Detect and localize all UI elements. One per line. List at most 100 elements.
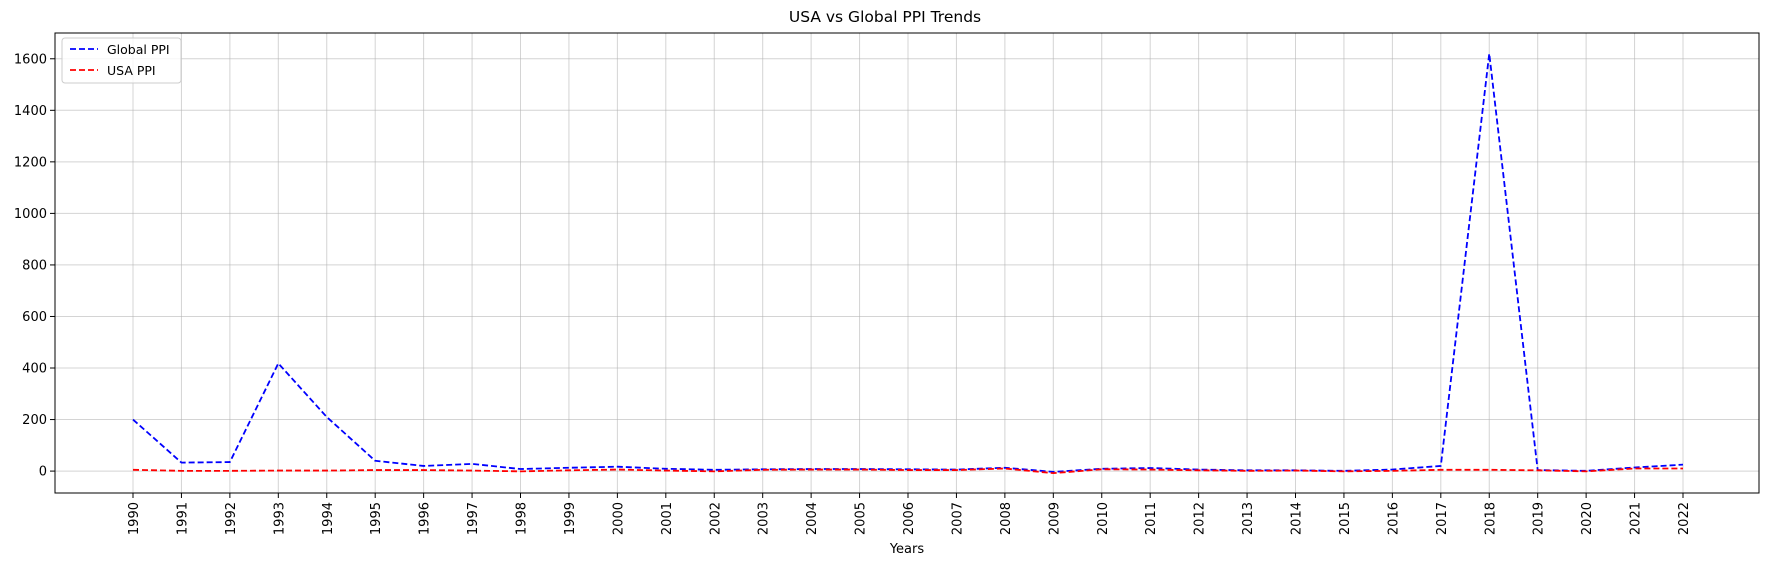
x-tick-label: 1999 [563, 502, 578, 535]
x-tick-label: 1992 [224, 502, 239, 535]
data-point-usa-ppi [326, 470, 328, 472]
y-tick-label: 200 [22, 413, 47, 428]
data-point-usa-ppi [762, 469, 764, 471]
data-point-usa-ppi [374, 469, 376, 471]
x-tick-label: 2010 [1096, 502, 1111, 535]
data-point-usa-ppi [1004, 468, 1006, 470]
x-tick-label: 1998 [515, 502, 530, 535]
x-tick-label: 1997 [466, 502, 481, 535]
y-tick-label: 400 [22, 362, 47, 377]
data-point-global-ppi [326, 416, 328, 418]
data-point-usa-ppi [423, 469, 425, 471]
data-point-usa-ppi [520, 470, 522, 472]
x-tick-label: 2020 [1580, 502, 1595, 535]
data-point-usa-ppi [907, 469, 909, 471]
x-axis-title: Years [889, 542, 925, 557]
x-tick-label: 2018 [1483, 502, 1498, 535]
data-point-global-ppi [471, 463, 473, 465]
data-point-global-ppi [374, 460, 376, 462]
data-point-usa-ppi [229, 470, 231, 472]
x-tick-label: 2019 [1532, 502, 1547, 535]
x-tick-label: 2016 [1386, 502, 1401, 535]
data-point-usa-ppi [132, 469, 134, 471]
data-point-global-ppi [180, 462, 182, 464]
x-tick-label: 2000 [611, 502, 626, 535]
y-tick-label: 0 [39, 465, 47, 480]
x-tick-label: 2004 [805, 502, 820, 535]
x-tick-label: 2002 [708, 502, 723, 535]
y-tick-label: 600 [22, 310, 47, 325]
chart-title: USA vs Global PPI Trends [789, 8, 981, 26]
x-tick-label: 1990 [127, 502, 142, 535]
data-point-usa-ppi [471, 470, 473, 472]
data-point-usa-ppi [955, 469, 957, 471]
data-point-usa-ppi [616, 469, 618, 471]
data-point-usa-ppi [859, 469, 861, 471]
x-tick-label: 2007 [950, 502, 965, 535]
data-point-usa-ppi [1440, 469, 1442, 471]
data-point-global-ppi [520, 468, 522, 470]
data-point-usa-ppi [1391, 470, 1393, 472]
data-point-usa-ppi [277, 470, 279, 472]
plot-area-frame [54, 32, 1760, 494]
data-point-usa-ppi [1585, 470, 1587, 472]
x-tick-label: 2013 [1241, 502, 1256, 535]
legend-label-global-ppi: Global PPI [107, 42, 170, 57]
series-line-usa-ppi [132, 467, 1683, 475]
x-tick-label: 2005 [854, 502, 869, 535]
data-point-global-ppi [616, 466, 618, 468]
x-tick-label: 2001 [660, 502, 675, 535]
x-tick-label: 1996 [418, 502, 433, 535]
data-point-usa-ppi [713, 470, 715, 472]
data-point-usa-ppi [1537, 469, 1539, 471]
data-point-usa-ppi [1052, 472, 1054, 474]
x-tick-label: 1995 [369, 502, 384, 535]
data-point-usa-ppi [810, 469, 812, 471]
x-tick-label: 2009 [1047, 502, 1062, 535]
data-point-global-ppi [277, 362, 279, 364]
y-ticks: 0 200 400 600 800 1000 1200 1400 1600 [14, 52, 55, 480]
x-tick-label: 2011 [1144, 502, 1159, 535]
data-point-global-ppi [665, 468, 667, 470]
data-point-usa-ppi [1149, 469, 1151, 471]
data-point-usa-ppi [568, 469, 570, 471]
data-point-usa-ppi [1343, 470, 1345, 472]
x-ticks: 1990 1991 1992 1993 1994 1995 1996 1997 1998 1999… [127, 493, 1692, 535]
x-tick-label: 2006 [902, 502, 917, 535]
x-tick-label: 2012 [1193, 502, 1208, 535]
x-tick-label: 2014 [1290, 502, 1305, 535]
data-point-usa-ppi [665, 470, 667, 472]
x-tick-label: 2021 [1629, 502, 1644, 535]
y-tick-label: 1000 [14, 207, 47, 222]
y-tick-label: 1400 [14, 104, 47, 119]
x-tick-label: 2015 [1338, 502, 1353, 535]
grid-layer [55, 33, 1759, 493]
x-tick-label: 1991 [175, 502, 190, 535]
data-point-usa-ppi [180, 470, 182, 472]
data-point-global-ppi [1682, 464, 1684, 466]
x-tick-label: 2003 [757, 502, 772, 535]
data-point-global-ppi [132, 419, 134, 421]
data-point-global-ppi [1440, 465, 1442, 467]
data-point-global-ppi [1488, 53, 1490, 55]
data-point-global-ppi [229, 461, 231, 463]
legend: Global PPI USA PPI [61, 37, 182, 84]
x-tick-label: 2017 [1435, 502, 1450, 535]
x-tick-label: 2022 [1677, 502, 1692, 535]
data-point-usa-ppi [1198, 469, 1200, 471]
x-tick-label: 1994 [321, 502, 336, 535]
data-point-usa-ppi [1682, 468, 1684, 470]
y-tick-label: 1200 [14, 155, 47, 170]
data-point-usa-ppi [1101, 468, 1103, 470]
y-tick-label: 1600 [14, 52, 47, 67]
data-point-global-ppi [568, 467, 570, 469]
data-point-usa-ppi [1634, 468, 1636, 470]
data-point-usa-ppi [1246, 470, 1248, 472]
data-point-global-ppi [423, 465, 425, 467]
data-point-usa-ppi [1295, 470, 1297, 472]
x-tick-label: 1993 [272, 502, 287, 535]
data-point-usa-ppi [1488, 469, 1490, 471]
y-tick-label: 800 [22, 258, 47, 273]
